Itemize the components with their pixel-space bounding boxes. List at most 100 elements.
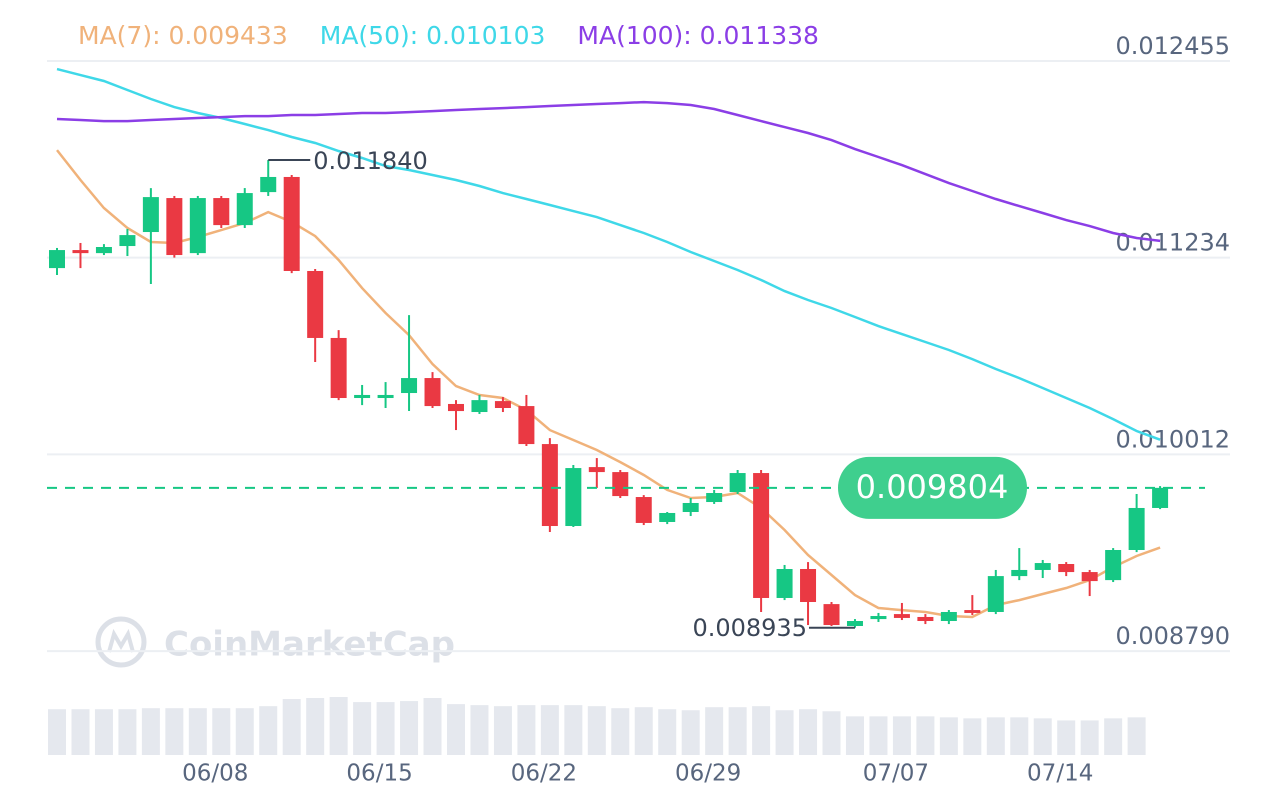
volume-bar <box>118 709 137 755</box>
volume-bar <box>1104 718 1123 755</box>
candle-body <box>1081 572 1098 582</box>
candle-body <box>494 401 511 408</box>
volume-bar <box>916 716 935 755</box>
candle-body <box>682 502 699 513</box>
candle-body <box>565 468 582 527</box>
x-tick-label: 06/22 <box>511 761 577 787</box>
x-tick-label: 06/08 <box>182 761 248 787</box>
ma-line <box>56 100 1161 243</box>
candle-body <box>283 176 300 271</box>
candle-body <box>72 250 89 254</box>
candle-body <box>471 400 488 413</box>
volume-bar <box>259 706 278 755</box>
candle-body <box>870 616 887 620</box>
candle-body <box>330 337 347 399</box>
candle-body <box>236 193 253 226</box>
ma-line <box>56 67 1161 441</box>
candle-body <box>95 247 112 254</box>
candle-body <box>612 472 629 497</box>
volume-bar <box>634 707 653 755</box>
volume-bar <box>869 716 888 755</box>
candle-body <box>987 576 1004 612</box>
volume-bar <box>775 710 794 755</box>
candle-body <box>401 378 418 394</box>
volume-bar <box>141 708 160 755</box>
volume-bar <box>752 706 771 755</box>
candle-body <box>753 473 770 598</box>
volume-bar <box>681 710 700 755</box>
high-label: 0.011840 <box>313 147 428 175</box>
candle-body <box>800 569 817 603</box>
volume-bar <box>400 701 419 755</box>
x-tick-label: 07/07 <box>863 761 929 787</box>
candle-body <box>447 403 464 412</box>
candle-body <box>49 250 65 269</box>
volume-bar <box>939 717 958 755</box>
candle-body <box>354 394 371 399</box>
y-tick-label: 0.012455 <box>1115 32 1230 60</box>
candle-body <box>307 270 324 338</box>
legend-entry: MA(100): 0.011338 <box>577 21 819 50</box>
candle-body <box>917 616 934 622</box>
volume-bar <box>376 702 395 755</box>
candle-body <box>635 497 652 523</box>
volume-bar <box>282 699 301 755</box>
volume-bar <box>822 711 841 755</box>
volume-bar <box>587 706 606 755</box>
x-tick-label: 06/29 <box>675 761 741 787</box>
candle-body <box>659 512 676 522</box>
candle-body <box>706 493 723 503</box>
candle-body <box>119 235 136 247</box>
low-label: 0.008935 <box>692 614 807 642</box>
volume-bar <box>1010 717 1029 755</box>
candle-body <box>377 394 394 399</box>
watermark-logo <box>95 616 147 668</box>
x-tick-label: 07/14 <box>1027 761 1093 787</box>
volume-bar <box>94 709 113 755</box>
volume-bar <box>1033 718 1052 755</box>
candle-body <box>823 604 840 626</box>
volume-bar <box>329 697 348 755</box>
volume-bar <box>71 709 90 755</box>
candle-body <box>588 467 605 473</box>
volume-bar <box>188 708 207 755</box>
candle-body <box>1128 507 1145 551</box>
volume-bar <box>470 705 489 755</box>
volume-bar <box>658 709 677 755</box>
candle-body <box>964 610 981 613</box>
last-price-badge <box>838 456 1027 519</box>
candle-body <box>1034 563 1051 570</box>
volume-bar <box>212 708 231 755</box>
volume-bar <box>1127 717 1146 755</box>
volume-bar <box>963 718 982 755</box>
watermark-logo-mark <box>107 628 135 653</box>
volume-bar <box>446 704 465 755</box>
candle-body <box>166 198 183 256</box>
candle-body <box>893 614 910 618</box>
volume-bar <box>517 705 536 755</box>
last-price-label: 0.009804 <box>856 468 1009 506</box>
candle-body <box>729 473 746 493</box>
candle-body <box>1011 569 1028 577</box>
volume-bar <box>48 709 66 755</box>
volume-bar <box>165 708 184 755</box>
candle-body <box>776 569 793 598</box>
candle-body <box>518 406 535 445</box>
volume-bar <box>892 716 911 755</box>
candle-body <box>1152 487 1169 508</box>
y-tick-label: 0.011234 <box>1115 229 1230 257</box>
legend-entry: MA(50): 0.010103 <box>320 21 546 50</box>
volume-bar <box>306 698 325 755</box>
legend-entry: MA(7): 0.009433 <box>78 21 288 50</box>
volume-bar <box>1057 720 1076 755</box>
candle-body <box>213 198 230 226</box>
candle-body <box>142 197 159 233</box>
volume-bar <box>611 708 630 755</box>
candle-body <box>424 378 441 407</box>
volume-bar <box>423 698 442 755</box>
x-tick-label: 06/15 <box>346 761 412 787</box>
candle-body <box>189 198 206 254</box>
volume-bar <box>353 702 372 755</box>
candle-body <box>1058 564 1075 573</box>
